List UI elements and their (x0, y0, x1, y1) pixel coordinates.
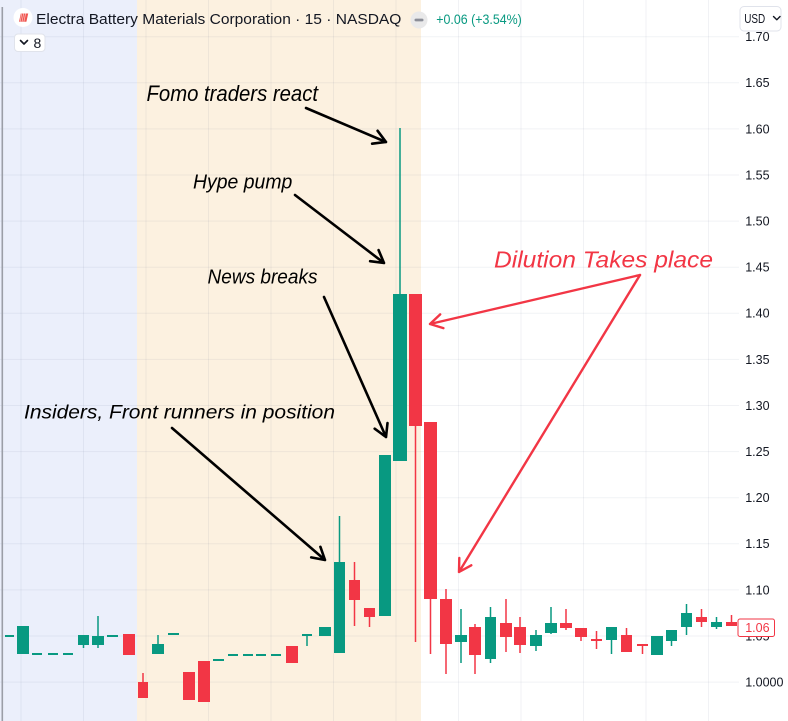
svg-text:1.30: 1.30 (745, 399, 769, 413)
svg-text:1.45: 1.45 (745, 261, 769, 275)
svg-text:Fomo traders react: Fomo traders react (147, 81, 319, 106)
svg-text:1.70: 1.70 (745, 30, 769, 44)
svg-text:1.15: 1.15 (745, 537, 769, 551)
svg-text:1.06: 1.06 (745, 621, 769, 635)
svg-text:1.60: 1.60 (745, 122, 769, 136)
svg-text:1.65: 1.65 (745, 76, 769, 90)
svg-text:1.20: 1.20 (745, 491, 769, 505)
svg-text:1.35: 1.35 (745, 353, 769, 367)
svg-text:Hype pump: Hype pump (193, 171, 292, 193)
svg-text:Electra Battery Materials Corp: Electra Battery Materials Corporation · … (36, 11, 402, 28)
svg-text:+0.06 (+3.54%): +0.06 (+3.54%) (436, 11, 522, 27)
svg-text:Dilution Takes place: Dilution Takes place (494, 247, 713, 273)
svg-text:8: 8 (34, 35, 42, 51)
svg-text:1.40: 1.40 (745, 307, 769, 321)
svg-text:1.10: 1.10 (745, 583, 769, 597)
svg-text:1.55: 1.55 (745, 168, 769, 182)
svg-text:1.25: 1.25 (745, 445, 769, 459)
svg-text:USD: USD (744, 12, 765, 26)
svg-text:1.50: 1.50 (745, 215, 769, 229)
svg-text:Insiders, Front runners in pos: Insiders, Front runners in position (24, 402, 335, 424)
svg-text:News breaks: News breaks (208, 265, 318, 288)
svg-text:1.0000: 1.0000 (745, 676, 783, 690)
